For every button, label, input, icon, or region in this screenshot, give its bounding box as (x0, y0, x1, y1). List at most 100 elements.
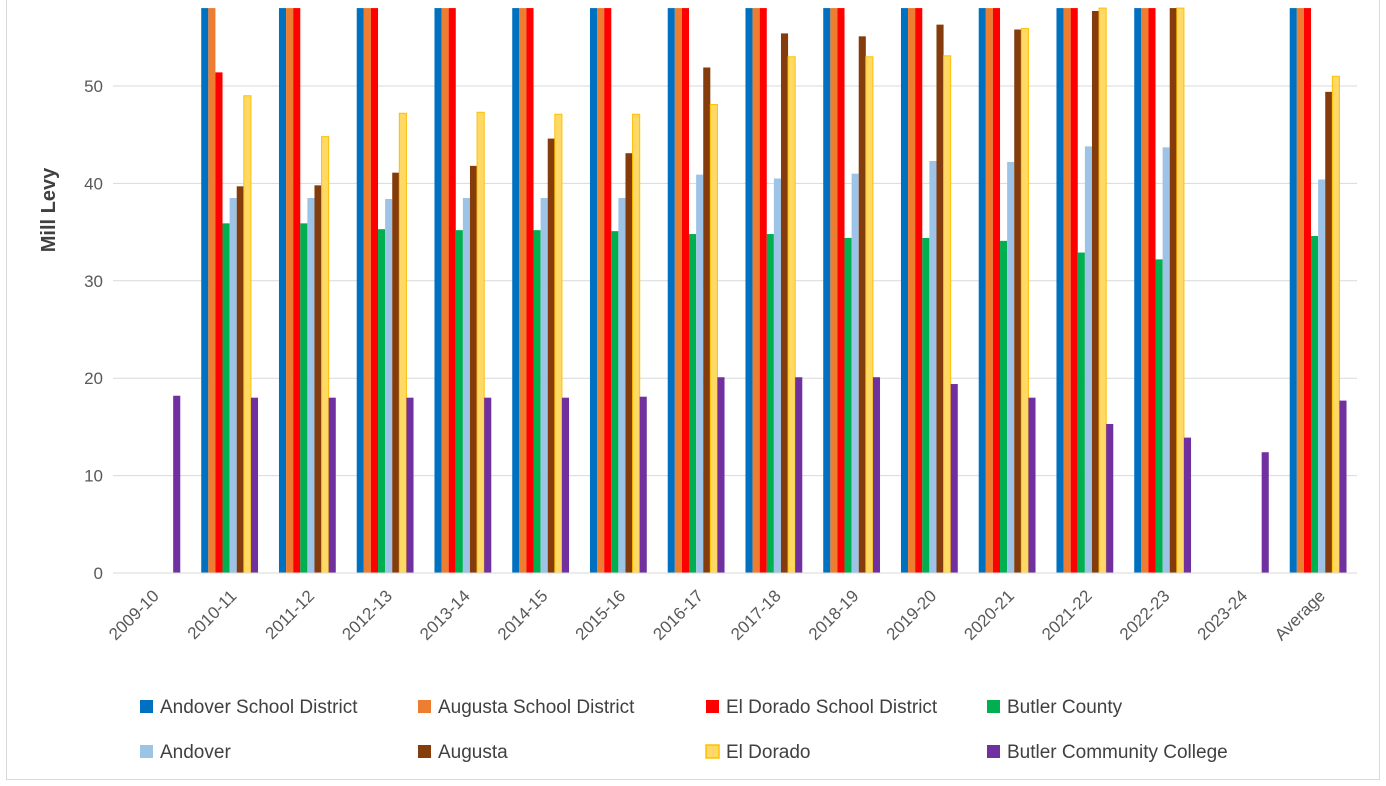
x-tick-label: Average (1271, 586, 1329, 644)
bar (780, 33, 789, 574)
legend-label: Andover (160, 742, 231, 763)
bar (1070, 8, 1078, 573)
bar (1169, 8, 1177, 573)
bar (356, 8, 364, 573)
bar (900, 8, 909, 573)
bar (787, 56, 796, 574)
y-tick-label: 40 (84, 174, 103, 193)
legend-swatch (705, 744, 720, 759)
bar (441, 8, 449, 573)
bar (201, 8, 209, 573)
legend-swatch (418, 745, 431, 758)
y-axis-label: Mill Levy (38, 167, 60, 252)
bar (1056, 8, 1064, 573)
bar (1339, 400, 1347, 573)
legend-item: Butler County (987, 697, 1123, 718)
bar (844, 237, 852, 573)
bar (378, 229, 386, 574)
bar (1007, 161, 1015, 574)
legend-item: Andover School District (140, 697, 358, 718)
x-tick-label: 2016-17 (649, 586, 707, 644)
bar (823, 8, 831, 573)
bar (1141, 8, 1149, 573)
bar (1077, 252, 1085, 573)
bar (286, 8, 294, 573)
bar (1134, 8, 1142, 573)
bar (604, 8, 612, 573)
bar (625, 153, 633, 573)
bar (215, 72, 223, 573)
legend: Andover School District Augusta School Di… (140, 697, 1228, 763)
x-tick-label: 2013-14 (416, 586, 474, 644)
legend-label: Andover School District (160, 697, 358, 718)
bar (851, 173, 859, 573)
series-4 (229, 146, 1326, 574)
legend-swatch (987, 745, 1000, 758)
bar (1261, 452, 1269, 573)
bar (978, 8, 986, 573)
bar (462, 198, 470, 573)
bar (696, 174, 704, 573)
x-tick-label: 2017-18 (727, 586, 785, 644)
legend-item: Augusta (418, 742, 508, 763)
legend-label: Augusta School District (438, 697, 635, 718)
bar (1289, 8, 1297, 573)
x-tick-label: 2015-16 (572, 586, 630, 644)
bar (406, 397, 414, 573)
legend-label: El Dorado (726, 742, 811, 763)
bar (795, 377, 803, 573)
bar (1148, 8, 1156, 573)
bar (759, 8, 767, 573)
bar (398, 112, 407, 574)
bar (830, 8, 838, 573)
bar (1311, 235, 1319, 573)
legend-item: Augusta School District (418, 697, 635, 718)
bar (752, 8, 760, 573)
bar (1303, 8, 1312, 573)
bar (1176, 7, 1185, 574)
bar (865, 56, 874, 574)
bar (773, 178, 781, 573)
bar (766, 234, 774, 573)
legend-swatch (140, 745, 153, 758)
bar (1028, 397, 1036, 573)
legend-item: El Dorado School District (706, 697, 938, 718)
bar (370, 8, 379, 573)
bar (561, 397, 570, 573)
legend-swatch (987, 700, 1000, 713)
x-tick-label: 2020-21 (960, 586, 1018, 644)
bar (611, 231, 619, 573)
bar (512, 8, 520, 573)
bar (173, 395, 181, 573)
bar (250, 397, 259, 573)
legend-label: Butler County (1007, 697, 1123, 718)
legend-label: El Dorado School District (726, 697, 938, 718)
bars (173, 7, 1347, 574)
x-tick-label: 2021-22 (1038, 586, 1096, 644)
bar (1296, 8, 1304, 573)
bar (300, 223, 308, 574)
bar (1331, 75, 1340, 574)
legend-swatch (706, 700, 719, 713)
bar (519, 8, 527, 573)
bar (208, 8, 216, 573)
bar (597, 8, 605, 573)
bar (922, 237, 930, 573)
bar (476, 111, 485, 574)
bar (1106, 423, 1114, 573)
bar (455, 230, 463, 574)
series-1 (208, 8, 1304, 573)
bar (293, 8, 301, 573)
bar (229, 198, 237, 573)
bar (554, 113, 563, 574)
bar (703, 67, 711, 573)
bar (1084, 146, 1092, 573)
bar (908, 8, 916, 573)
bar (448, 8, 456, 573)
bar (1325, 91, 1333, 574)
bar (929, 160, 937, 574)
x-tick-label: 2022-23 (1116, 586, 1174, 644)
bar (533, 230, 541, 574)
y-tick-label: 30 (84, 272, 103, 291)
